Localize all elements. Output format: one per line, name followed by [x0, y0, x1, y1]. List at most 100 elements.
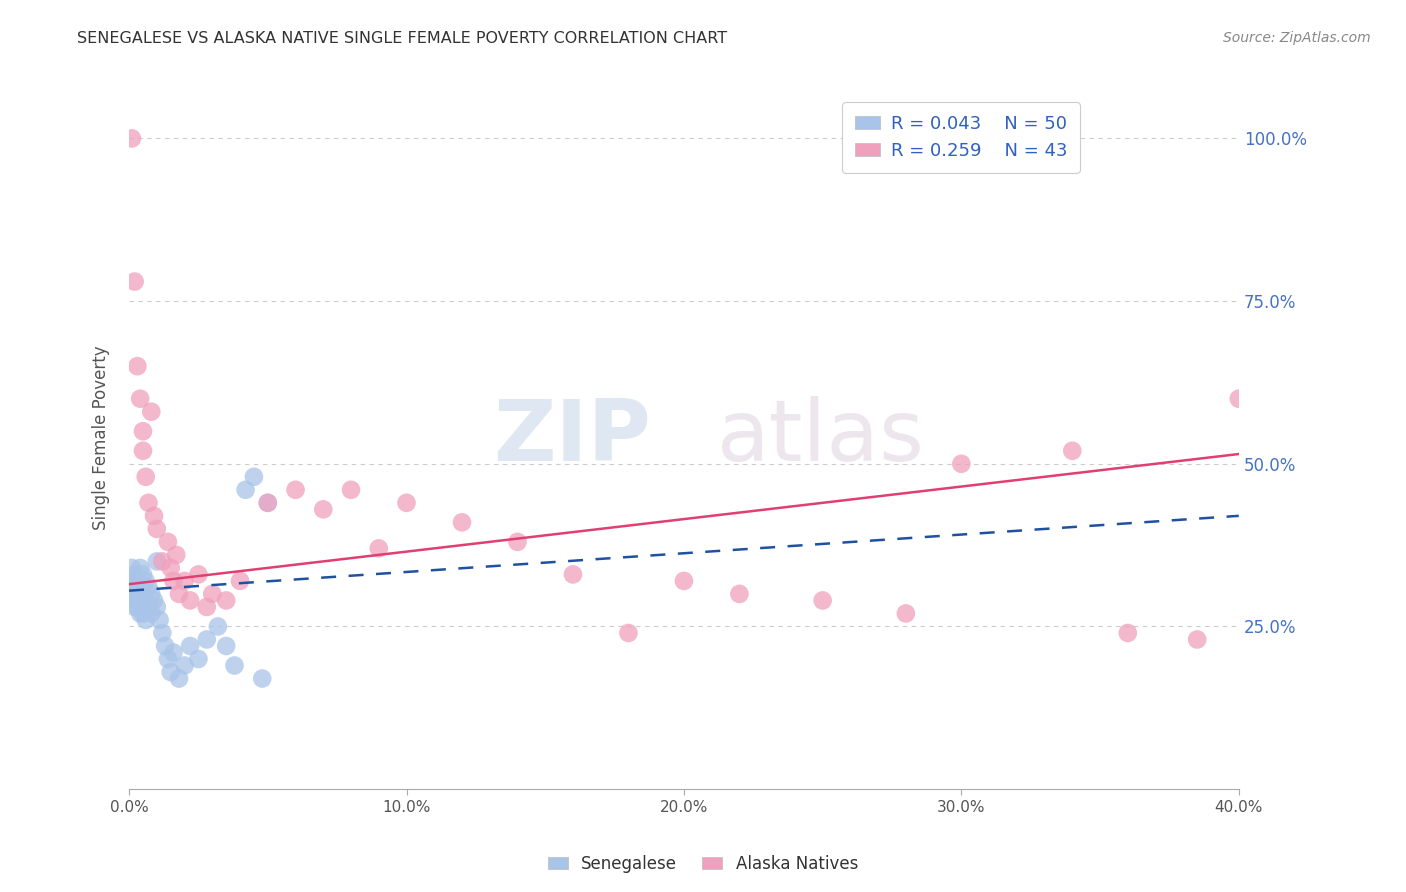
Point	[132, 587, 155, 601]
Point	[132, 443, 155, 458]
Point	[617, 626, 640, 640]
Point	[132, 567, 155, 582]
Point	[124, 275, 146, 289]
Point	[201, 587, 224, 601]
Point	[187, 567, 209, 582]
Point	[167, 587, 190, 601]
Point	[284, 483, 307, 497]
Point	[121, 131, 143, 145]
Point	[195, 599, 218, 614]
Point	[129, 561, 152, 575]
Point	[124, 567, 146, 582]
Point	[395, 496, 418, 510]
Legend: R = 0.043    N = 50, R = 0.259    N = 43: R = 0.043 N = 50, R = 0.259 N = 43	[842, 103, 1080, 173]
Point	[143, 593, 166, 607]
Point	[146, 599, 169, 614]
Point	[124, 599, 146, 614]
Point	[129, 593, 152, 607]
Point	[127, 581, 149, 595]
Point	[138, 599, 160, 614]
Point	[1116, 626, 1139, 640]
Text: Source: ZipAtlas.com: Source: ZipAtlas.com	[1223, 31, 1371, 45]
Point	[224, 658, 246, 673]
Point	[127, 599, 149, 614]
Point	[135, 574, 157, 588]
Point	[340, 483, 363, 497]
Point	[127, 359, 149, 374]
Point	[135, 593, 157, 607]
Point	[367, 541, 389, 556]
Point	[150, 554, 173, 568]
Point	[195, 632, 218, 647]
Point	[312, 502, 335, 516]
Point	[235, 483, 257, 497]
Point	[124, 581, 146, 595]
Point	[1185, 632, 1208, 647]
Point	[229, 574, 252, 588]
Point	[149, 613, 172, 627]
Point	[215, 639, 238, 653]
Point	[146, 522, 169, 536]
Point	[127, 574, 149, 588]
Point	[187, 652, 209, 666]
Point	[141, 607, 163, 621]
Point	[179, 593, 201, 607]
Point	[124, 593, 146, 607]
Text: SENEGALESE VS ALASKA NATIVE SINGLE FEMALE POVERTY CORRELATION CHART: SENEGALESE VS ALASKA NATIVE SINGLE FEMAL…	[77, 31, 727, 46]
Legend: Senegalese, Alaska Natives: Senegalese, Alaska Natives	[541, 848, 865, 880]
Point	[894, 607, 917, 621]
Point	[811, 593, 834, 607]
Point	[256, 496, 278, 510]
Point	[129, 581, 152, 595]
Point	[141, 405, 163, 419]
Point	[129, 392, 152, 406]
Point	[132, 607, 155, 621]
Point	[162, 574, 184, 588]
Point	[256, 496, 278, 510]
Text: ZIP: ZIP	[494, 396, 651, 479]
Point	[153, 639, 176, 653]
Point	[159, 665, 181, 679]
Point	[252, 672, 274, 686]
Point	[150, 626, 173, 640]
Point	[135, 470, 157, 484]
Point	[173, 658, 195, 673]
Point	[950, 457, 973, 471]
Point	[138, 581, 160, 595]
Point	[121, 561, 143, 575]
Point	[159, 561, 181, 575]
Point	[451, 516, 474, 530]
Point	[243, 470, 266, 484]
Point	[146, 554, 169, 568]
Point	[132, 599, 155, 614]
Point	[207, 619, 229, 633]
Y-axis label: Single Female Poverty: Single Female Poverty	[93, 345, 110, 530]
Point	[129, 607, 152, 621]
Point	[156, 652, 179, 666]
Point	[167, 672, 190, 686]
Point	[127, 593, 149, 607]
Point	[728, 587, 751, 601]
Point	[143, 508, 166, 523]
Point	[1062, 443, 1084, 458]
Point	[215, 593, 238, 607]
Point	[173, 574, 195, 588]
Point	[672, 574, 695, 588]
Point	[162, 645, 184, 659]
Point	[121, 581, 143, 595]
Point	[135, 613, 157, 627]
Point	[118, 574, 141, 588]
Point	[506, 534, 529, 549]
Point	[121, 587, 143, 601]
Point	[138, 496, 160, 510]
Point	[165, 548, 187, 562]
Point	[156, 534, 179, 549]
Point	[124, 587, 146, 601]
Point	[562, 567, 585, 582]
Point	[179, 639, 201, 653]
Point	[132, 424, 155, 438]
Point	[127, 587, 149, 601]
Point	[141, 587, 163, 601]
Text: atlas: atlas	[717, 396, 925, 479]
Point	[1227, 392, 1250, 406]
